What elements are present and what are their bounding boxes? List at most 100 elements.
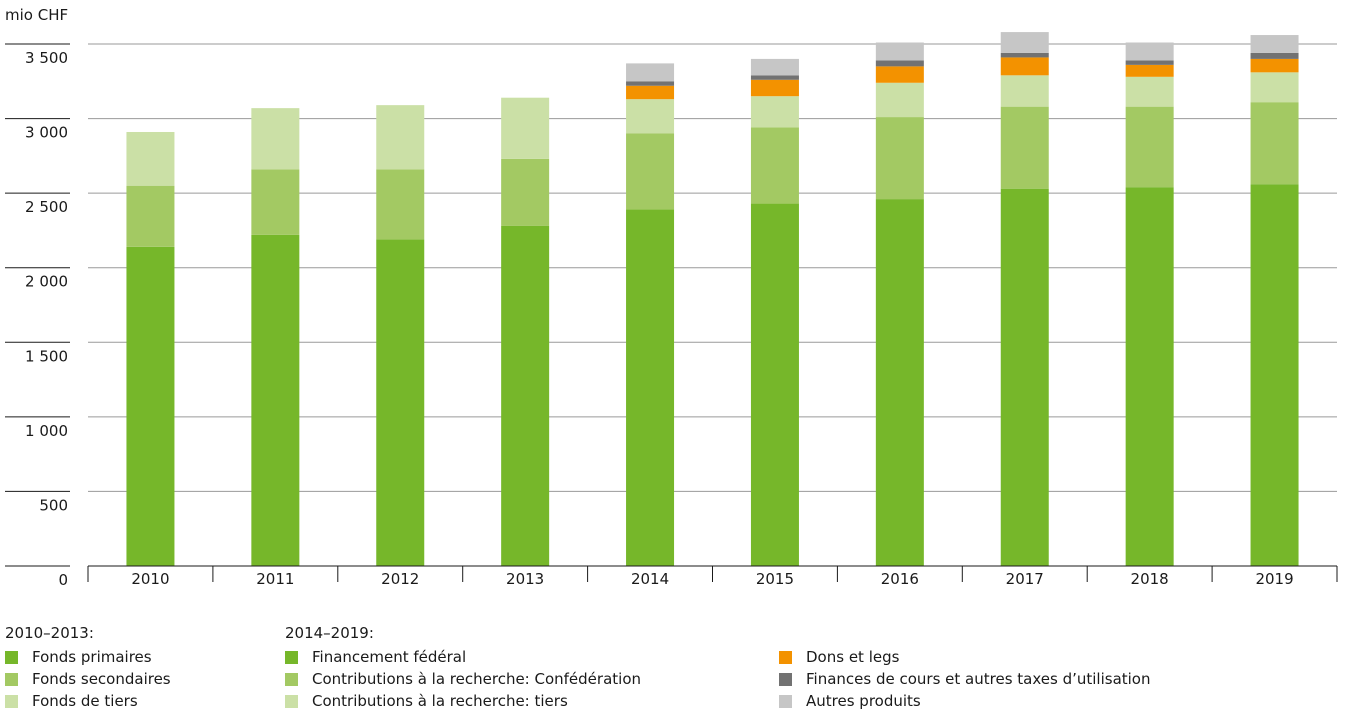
legend-label: Autres produits — [806, 692, 921, 710]
bar-segment — [1000, 188, 1049, 566]
x-tick-label: 2012 — [381, 570, 419, 588]
bar-segment — [750, 96, 799, 128]
x-tick-label: 2014 — [631, 570, 669, 588]
legend-item-contrib-confederation: Contributions à la recherche: Confédérat… — [285, 668, 641, 690]
legend-swatch — [779, 694, 792, 708]
legend-swatch — [285, 672, 298, 686]
legend-item-finances-de-cours: Finances de cours et autres taxes d’util… — [779, 668, 1151, 690]
legend-swatch — [779, 672, 792, 686]
legend-item-fonds-de-tiers: Fonds de tiers — [5, 690, 171, 712]
bar-segment — [626, 63, 675, 82]
legend-swatch — [5, 650, 18, 664]
legend-label: Dons et legs — [806, 648, 900, 666]
y-tick-label: 3 500 — [25, 49, 68, 67]
bar-segment — [501, 97, 550, 159]
bar-segment — [750, 203, 799, 566]
x-tick-label: 2011 — [256, 570, 294, 588]
bar-segment — [750, 58, 799, 76]
legend-2014-2019: 2014–2019: Financement fédéral Contribut… — [285, 624, 641, 712]
x-tick-label: 2010 — [131, 570, 169, 588]
bar-segment — [1000, 32, 1049, 53]
bar-segment — [1125, 64, 1174, 77]
legend-item-fonds-primaires: Fonds primaires — [5, 646, 171, 668]
legend-label: Fonds de tiers — [32, 692, 138, 710]
bar-segment — [251, 169, 300, 235]
bar-segment — [1000, 106, 1049, 189]
legend-2010-2013: 2010–2013: Fonds primaires Fonds seconda… — [5, 624, 171, 712]
bar-segment — [626, 81, 675, 86]
bar-segment — [501, 158, 550, 226]
bar-segment — [1250, 102, 1299, 185]
bar-segment — [1000, 52, 1049, 58]
legend-item-autres-produits: Autres produits — [779, 690, 1151, 712]
bar-segment — [875, 199, 924, 566]
x-tick-label: 2016 — [881, 570, 919, 588]
bar-segment — [1000, 75, 1049, 107]
bar-segment — [750, 79, 799, 97]
bar-segment — [875, 60, 924, 67]
bar-segment — [875, 42, 924, 61]
bar-segment — [626, 99, 675, 134]
x-tick-label: 2013 — [506, 570, 544, 588]
legend-label: Fonds secondaires — [32, 670, 171, 688]
x-tick-label: 2015 — [756, 570, 794, 588]
bar-segment — [501, 225, 550, 566]
bar-segment — [251, 234, 300, 566]
bar-segment — [126, 246, 175, 566]
bar-segment — [126, 131, 175, 186]
legend-label: Fonds primaires — [32, 648, 152, 666]
y-tick-label: 2 500 — [25, 198, 68, 216]
bar-segment — [750, 127, 799, 204]
bar-segment — [1125, 106, 1174, 188]
legend-item-dons-et-legs: Dons et legs — [779, 646, 1151, 668]
legend-other-sources: Dons et legs Finances de cours et autres… — [779, 646, 1151, 712]
x-tick-label: 2019 — [1255, 570, 1293, 588]
bar-segment — [376, 169, 425, 240]
y-tick-label: 1 500 — [25, 347, 68, 365]
legend-title-2014-2019: 2014–2019: — [285, 624, 374, 642]
bar-segment — [875, 82, 924, 118]
y-axis-unit-label: mio CHF — [5, 6, 69, 24]
bar-segment — [1125, 76, 1174, 107]
y-tick-label: 3 000 — [25, 124, 68, 142]
bar-segment — [875, 66, 924, 83]
legend-label: Finances de cours et autres taxes d’util… — [806, 670, 1151, 688]
stacked-bar-chart: 0 500 1 000 1 500 2 000 2 500 3 000 3 500 2010 20… — [5, 32, 1338, 589]
bar-segment — [1125, 60, 1174, 65]
y-tick-label: 0 — [58, 571, 68, 589]
bar-segment — [626, 133, 675, 210]
legend-item-contrib-tiers: Contributions à la recherche: tiers — [285, 690, 641, 712]
legend-item-fonds-secondaires: Fonds secondaires — [5, 668, 171, 690]
legend-label: Contributions à la recherche: Confédérat… — [312, 670, 642, 688]
x-tick-label: 2018 — [1131, 570, 1169, 588]
y-tick-label: 1 000 — [25, 422, 68, 440]
bar-segment — [1250, 58, 1299, 73]
bar-segment — [251, 108, 300, 170]
legend-item-financement-federal: Financement fédéral — [285, 646, 641, 668]
legend-swatch — [779, 650, 792, 664]
y-tick-label: 500 — [39, 496, 68, 514]
legend-swatch — [5, 672, 18, 686]
bar-segment — [626, 209, 675, 566]
bar-segment — [626, 85, 675, 100]
y-tick-label: 2 000 — [25, 273, 68, 291]
legend-swatch — [5, 694, 18, 708]
bar-segment — [1250, 72, 1299, 103]
bar-segment — [376, 105, 425, 170]
legend-title-2010-2013: 2010–2013: — [5, 624, 94, 642]
bar-segment — [1250, 35, 1299, 53]
legend-label: Contributions à la recherche: tiers — [312, 692, 568, 710]
bar-segment — [1250, 184, 1299, 567]
bar-segment — [376, 239, 425, 566]
bar-segment — [1125, 187, 1174, 567]
legend-swatch — [285, 650, 298, 664]
bar-segment — [750, 75, 799, 80]
bar-segment — [875, 117, 924, 200]
bar-segment — [1125, 42, 1174, 61]
bar-segment — [126, 185, 175, 247]
legend-label: Financement fédéral — [312, 648, 467, 666]
bar-segment — [1250, 52, 1299, 59]
x-tick-label: 2017 — [1006, 570, 1044, 588]
bar-segment — [1000, 57, 1049, 76]
legend-swatch — [285, 694, 298, 708]
